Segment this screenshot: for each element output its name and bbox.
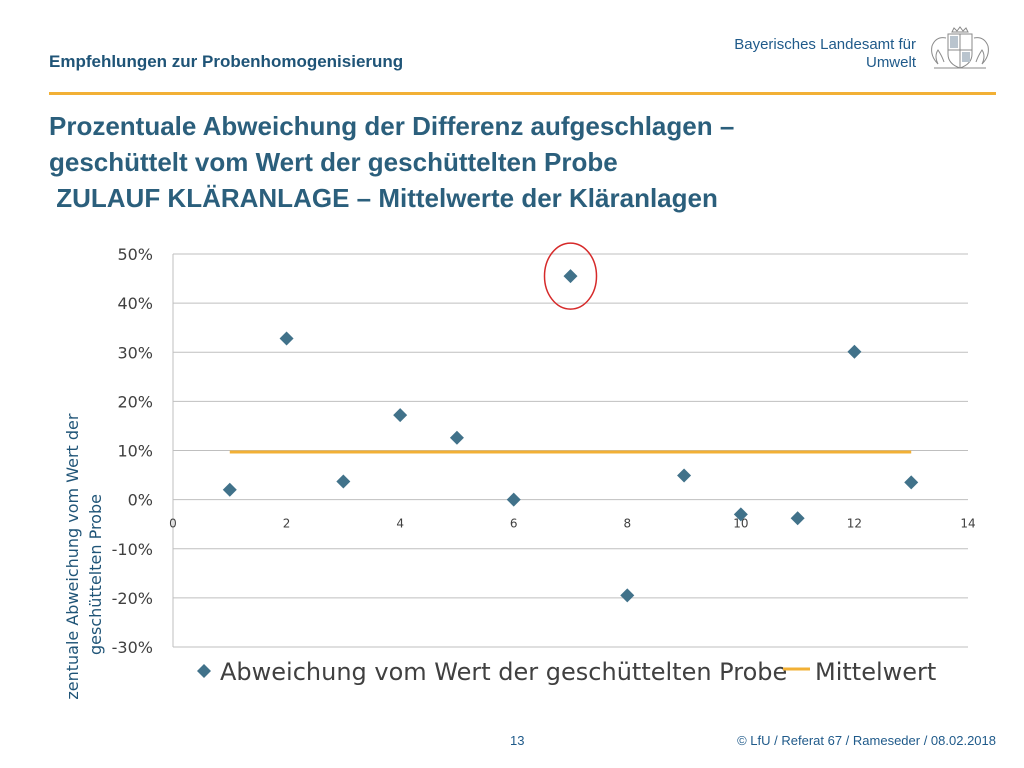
x-tick-label: 6 <box>510 517 518 531</box>
data-point <box>449 430 464 445</box>
page-number: 13 <box>510 733 525 748</box>
y-axis-label-line-1: Prozentuale Abweichung vom Wert der <box>63 413 82 700</box>
y-tick-label: 20% <box>117 392 153 411</box>
data-point <box>677 468 692 483</box>
scatter-chart: 50% 40% 30% 20% 10% 0% -10% -20% -30% 0 2 4 6 8 10 12 1… <box>63 242 976 700</box>
organization-name: Bayerisches Landesamt für Umwelt <box>734 36 916 72</box>
org-line-2: Umwelt <box>865 54 916 71</box>
data-point <box>847 344 862 359</box>
x-tick-label: 12 <box>847 517 862 531</box>
org-line-1: Bayerisches Landesamt für <box>734 36 916 53</box>
data-point <box>222 482 237 497</box>
data-point <box>336 474 351 489</box>
y-tick-label: -30% <box>112 638 153 657</box>
x-axis-ticks: 0 2 4 6 8 10 12 14 <box>169 517 975 531</box>
title-line-1: Prozentuale Abweichung der Differenz auf… <box>49 111 735 141</box>
deviation-series <box>222 269 919 603</box>
chart-legend: Abweichung vom Wert der geschüttelten Pr… <box>197 658 936 686</box>
header-divider <box>49 92 996 95</box>
x-tick-label: 14 <box>960 517 975 531</box>
slide-title: Prozentuale Abweichung der Differenz auf… <box>49 108 989 216</box>
data-point <box>620 588 635 603</box>
slide-subtitle: Empfehlungen zur Probenhomogenisierung <box>49 52 404 71</box>
data-point <box>393 408 408 423</box>
y-tick-label: -20% <box>112 589 153 608</box>
title-line-3: ZULAUF KLÄRANLAGE – Mittelwerte der Klär… <box>49 183 718 213</box>
legend-label: Abweichung vom Wert der geschüttelten Pr… <box>220 658 787 686</box>
data-point <box>279 331 294 346</box>
data-point <box>733 507 748 522</box>
y-tick-label: 10% <box>117 442 153 461</box>
y-axis-label-line-2: geschüttelten Probe <box>86 494 105 655</box>
y-tick-label: 0% <box>128 491 153 510</box>
chart-annotations <box>543 242 598 310</box>
x-tick-label: 4 <box>396 517 404 531</box>
y-axis-ticks: 50% 40% 30% 20% 10% 0% -10% -20% -30% <box>112 245 153 657</box>
copyright-notice: © LfU / Referat 67 / Rameseder / 08.02.2… <box>737 733 996 748</box>
highlight-circle <box>543 242 598 310</box>
y-tick-label: 40% <box>117 294 153 313</box>
data-point <box>904 475 919 490</box>
legend-label: Mittelwert <box>815 658 936 686</box>
y-axis-label: Prozentuale Abweichung vom Wert der gesc… <box>63 413 105 700</box>
y-tick-label: 30% <box>117 343 153 362</box>
x-tick-label: 0 <box>169 517 177 531</box>
data-point <box>563 269 578 284</box>
title-line-2: geschüttelt vom Wert der geschüttelten P… <box>49 147 618 177</box>
x-tick-label: 2 <box>283 517 291 531</box>
x-tick-label: 10 <box>733 517 748 531</box>
data-point <box>790 511 805 526</box>
coat-of-arms-icon <box>931 26 989 69</box>
legend-marker-diamond <box>197 664 211 678</box>
data-point <box>506 492 521 507</box>
y-tick-label: -10% <box>112 540 153 559</box>
y-tick-label: 50% <box>117 245 153 264</box>
x-tick-label: 8 <box>623 517 631 531</box>
